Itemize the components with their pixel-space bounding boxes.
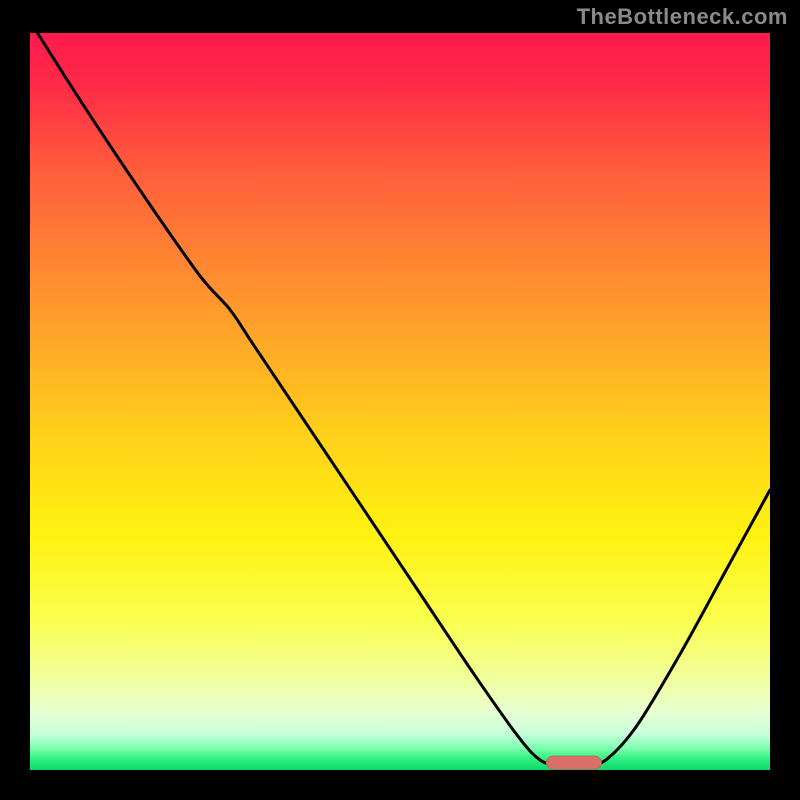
- watermark-text: TheBottleneck.com: [577, 4, 788, 30]
- plot-svg: [30, 33, 770, 770]
- gradient-background: [30, 33, 770, 770]
- optimal-marker: [546, 756, 602, 769]
- plot-area: [30, 33, 770, 770]
- chart-frame: TheBottleneck.com: [0, 0, 800, 800]
